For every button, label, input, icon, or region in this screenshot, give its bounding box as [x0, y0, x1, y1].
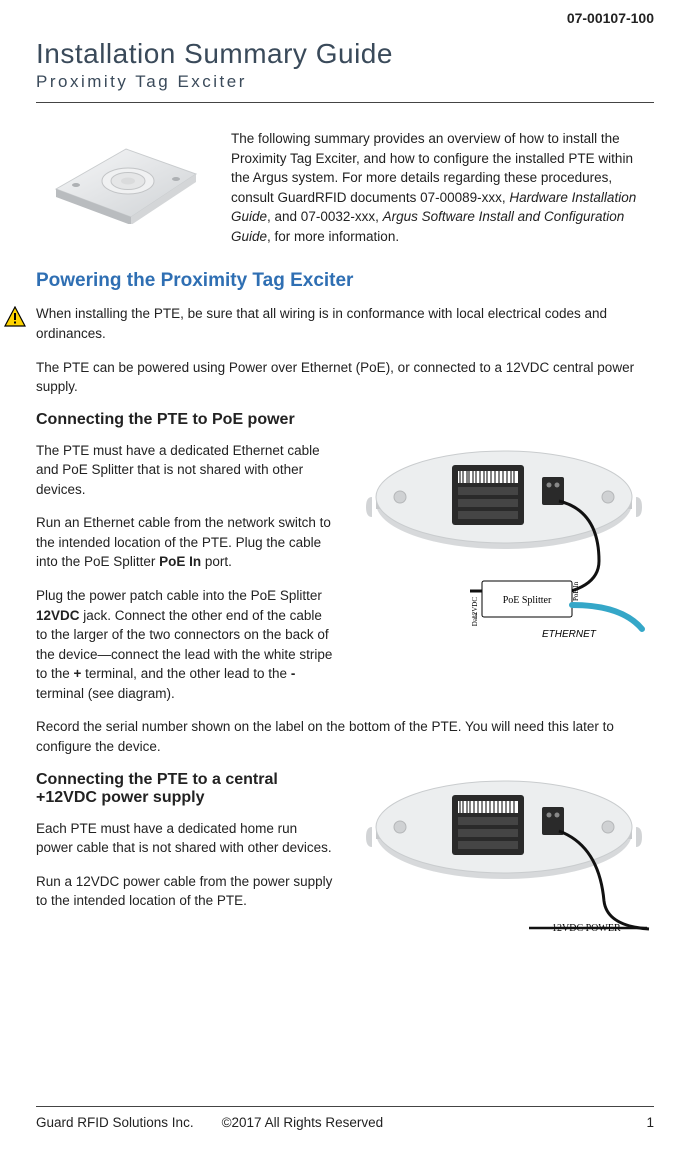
- document-number: 07-00107-100: [567, 10, 654, 26]
- poe-p3-post: terminal (see diagram).: [36, 686, 175, 701]
- heading-poe: Connecting the PTE to PoE power: [36, 411, 654, 429]
- warning-block: When installing the PTE, be sure that al…: [36, 304, 654, 343]
- page-subtitle: Proximity Tag Exciter: [36, 72, 654, 92]
- vdc-diagram: 12VDC POWER: [364, 771, 654, 946]
- footer-company: Guard RFID Solutions Inc.: [36, 1115, 194, 1130]
- page-title: Installation Summary Guide: [36, 38, 654, 70]
- vdc-p2: Run a 12VDC power cable from the power s…: [36, 872, 336, 911]
- footer-rule: [36, 1106, 654, 1107]
- poe-p1: The PTE must have a dedicated Ethernet c…: [36, 441, 336, 500]
- poe-diagram: PoE Splitter 12VDC Data PoE In ETHERNET: [364, 441, 654, 651]
- footer-row: Guard RFID Solutions Inc. ©2017 All Righ…: [36, 1115, 654, 1130]
- poe-p3-pre: Plug the power patch cable into the PoE …: [36, 588, 322, 603]
- page-footer: Guard RFID Solutions Inc. ©2017 All Righ…: [36, 1106, 654, 1130]
- label-data-port: Data: [471, 612, 479, 626]
- poe-text-column: The PTE must have a dedicated Ethernet c…: [36, 441, 336, 704]
- intro-row: The following summary provides an overvi…: [36, 129, 654, 246]
- poe-p3: Plug the power patch cable into the PoE …: [36, 586, 336, 703]
- heading-vdc: Connecting the PTE to a central +12VDC p…: [36, 771, 336, 807]
- intro-text-post: , for more information.: [267, 229, 399, 244]
- intro-text-mid: , and 07-0032-xxx,: [267, 209, 383, 224]
- vdc-p1: Each PTE must have a dedicated home run …: [36, 819, 336, 858]
- poe-splitter-label: PoE Splitter: [503, 595, 552, 606]
- footer-copyright: ©2017 All Rights Reserved: [222, 1115, 384, 1130]
- device-hero-image: [36, 129, 211, 224]
- vdc-section: Connecting the PTE to a central +12VDC p…: [36, 771, 654, 911]
- poe-p2-post: port.: [201, 554, 232, 569]
- label-ethernet: ETHERNET: [542, 629, 597, 640]
- intro-paragraph: The following summary provides an overvi…: [231, 129, 654, 246]
- poe-p2: Run an Ethernet cable from the network s…: [36, 513, 336, 572]
- poe-p3-bold: 12VDC: [36, 608, 80, 623]
- power-p1: When installing the PTE, be sure that al…: [36, 304, 654, 343]
- warning-icon: [4, 306, 26, 328]
- poe-section: The PTE must have a dedicated Ethernet c…: [36, 441, 654, 757]
- heading-powering: Powering the Proximity Tag Exciter: [36, 270, 654, 292]
- footer-page-number: 1: [646, 1115, 654, 1130]
- title-rule: [36, 102, 654, 103]
- poe-p3-mid2: terminal, and the other lead to the: [81, 666, 290, 681]
- poe-p3-bold3: -: [291, 666, 296, 681]
- vdc-text-column: Connecting the PTE to a central +12VDC p…: [36, 771, 336, 911]
- poe-p2-bold: PoE In: [159, 554, 201, 569]
- page: 07-00107-100 Installation Summary Guide …: [0, 0, 690, 1150]
- power-p2: The PTE can be powered using Power over …: [36, 358, 654, 397]
- label-poe-in: PoE In: [572, 581, 580, 601]
- poe-p4: Record the serial number shown on the la…: [36, 717, 654, 756]
